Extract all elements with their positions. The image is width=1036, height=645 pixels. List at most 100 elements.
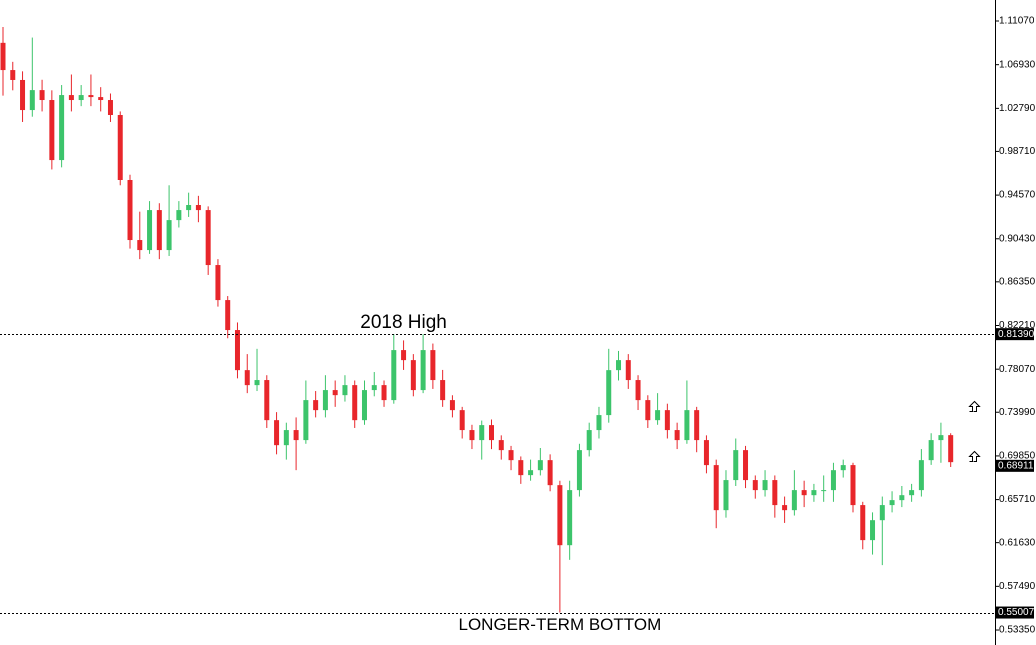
candle-body [147,210,153,251]
candle-body [88,95,94,98]
candle-body [586,430,592,451]
candle-body [264,380,270,421]
candle-body [850,465,856,506]
y-tick-label: 0.90430 [999,233,1036,244]
candle-body [205,210,211,266]
candle-body [352,385,358,421]
candle-body [928,440,934,461]
candle-body [440,380,446,401]
candle-body [283,430,289,446]
candle-body [723,480,729,511]
y-tick-label: 0.94570 [999,190,1036,201]
candle-body [166,220,172,251]
candle-body [576,450,582,491]
candle-body [879,505,885,521]
candle-body [713,465,719,511]
candle-body [0,42,6,71]
level-box [996,606,1034,619]
candle-body [332,390,338,396]
candle-body [801,490,807,496]
candle-body [870,520,876,541]
current-price-label: 0.68911 [998,460,1034,471]
candle-body [752,480,758,491]
y-tick-label: 1.02790 [999,103,1036,114]
candle-body [381,385,387,401]
candle-body [655,410,661,421]
candle-body [254,380,260,386]
candle-body [567,490,573,546]
candle-body [830,470,836,491]
candle-body [29,90,35,111]
candle-body [186,205,192,211]
candle-body [606,370,612,416]
y-tick-label: 0.82210 [999,320,1036,331]
candle-body [244,370,250,386]
y-tick-label: 0.53350 [999,625,1036,636]
level-label: 0.55007 [998,607,1035,618]
candle-body [313,400,319,411]
y-tick-label: 0.69850 [999,451,1036,462]
candle-body [10,70,16,80]
candle-body [508,450,514,461]
candle-body [596,415,602,431]
candle-body [616,360,622,371]
candle-body [498,440,504,451]
candle-body [449,400,455,411]
y-tick-label: 0.78070 [999,364,1036,375]
candle-body [342,385,348,396]
y-tick-label: 1.06930 [999,59,1036,70]
candle-body [39,90,45,101]
candle-body [528,470,534,476]
candle-body [840,465,846,471]
candle-body [684,410,690,441]
annotation: 2018 High [360,312,447,333]
candle-body [938,435,944,441]
candle-body [137,240,143,251]
candle-body [772,480,778,506]
candle-body [274,420,280,446]
arrow-icon [968,400,981,462]
candle-body [59,95,65,161]
candle-body [557,485,563,546]
candle-body [489,425,494,441]
candle-body [811,490,817,496]
candle-body [821,490,827,492]
candle-body [791,490,797,511]
candle-body [743,450,749,481]
y-tick-label: 0.57490 [999,581,1036,592]
candle-body [371,385,377,391]
candle-body [117,115,123,181]
candle-body [303,400,309,441]
current-price-box [996,459,1034,472]
candle-body [694,410,700,441]
candle-body [860,505,866,541]
y-tick-label: 0.73990 [999,407,1036,418]
candle-body [293,430,299,441]
candle-body [420,350,426,391]
candle-body [195,205,201,211]
level-box [996,328,1034,341]
annotation: LONGER-TERM BOTTOM [459,615,662,634]
candle-body [78,95,84,101]
candle-body [664,410,670,431]
candle-body [537,460,543,471]
candle-body [361,390,367,421]
candle-body [225,300,231,331]
candle-body [20,79,26,111]
candle-body [948,435,954,463]
candle-body [645,400,651,421]
candle-body [127,180,133,241]
y-tick-label: 0.65710 [999,494,1036,505]
candle-body [909,490,915,496]
candle-body [547,460,553,486]
candle-body [469,430,475,441]
candle-body [410,360,416,391]
candle-body [889,500,895,506]
level-label: 0.81390 [998,329,1035,340]
candle-body [391,350,397,401]
candle-body [479,425,485,441]
y-tick-label: 0.86350 [999,276,1036,287]
y-tick-label: 0.61630 [999,537,1036,548]
candle-body [733,450,739,481]
